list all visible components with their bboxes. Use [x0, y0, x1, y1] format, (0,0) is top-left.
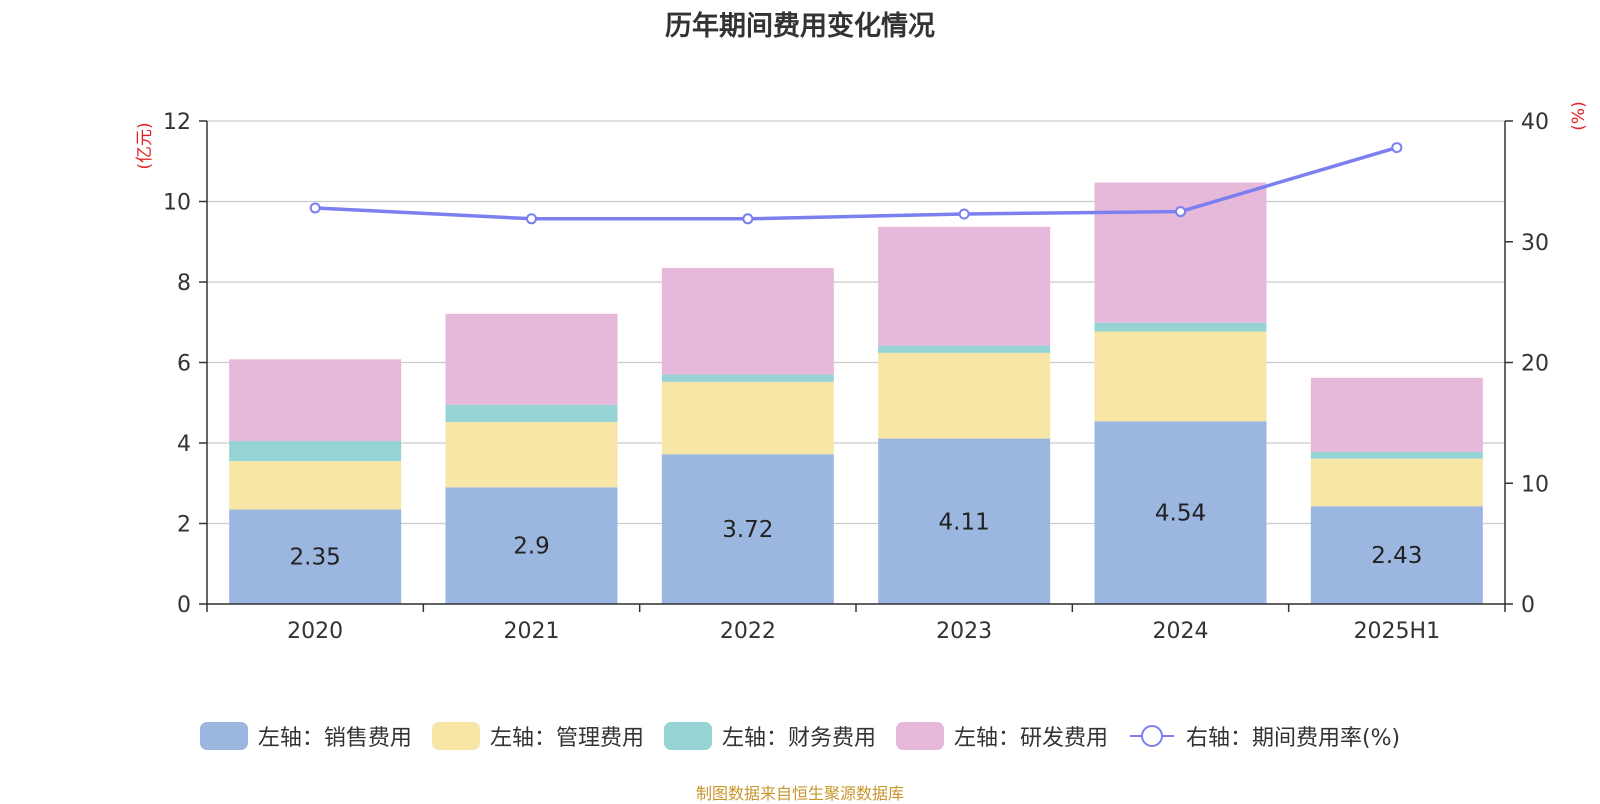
- bar-segment-2024-series3: [1094, 182, 1267, 323]
- bar-segment-2021-series1: [445, 422, 618, 488]
- bar-data-label: 4.54: [1155, 501, 1206, 527]
- rate-line: [315, 145, 1398, 221]
- bar-segment-2023-series0: [878, 438, 1051, 604]
- left-axis-tick-label: 6: [177, 352, 191, 377]
- bar-data-label: 3.72: [722, 517, 773, 543]
- legend-label: 左轴：销售费用: [257, 726, 412, 751]
- legend-item: 左轴：管理费用: [431, 720, 644, 752]
- right-axis-tick-label: 0: [1521, 593, 1535, 618]
- bar-segment-2022-series3: [661, 267, 834, 375]
- left-axis-tick-label: 2: [177, 513, 191, 538]
- right-axis-unit: (%): [1569, 101, 1589, 130]
- bar-segment-2023-series1: [878, 352, 1051, 439]
- left-axis-unit: (亿元): [135, 122, 155, 169]
- x-axis-tick-label: 2021: [504, 619, 560, 644]
- left-axis-tick-label: 4: [177, 432, 191, 457]
- bar-segment-2023-series3: [878, 226, 1051, 346]
- x-axis-tick-label: 2023: [936, 619, 992, 644]
- bar-data-label: 2.9: [513, 534, 550, 560]
- legend-label: 左轴：研发费用: [953, 726, 1108, 751]
- bar-segment-2020-series3: [229, 359, 402, 441]
- right-axis-tick-label: 20: [1521, 352, 1549, 377]
- bar-segment-2024-series0: [1094, 421, 1267, 604]
- bar-segment-2024-series2: [1094, 322, 1267, 332]
- chart-legend: 左轴：销售费用 左轴：管理费用 左轴：财务费用 左轴：研发费用 右轴：期间费用率(%): [0, 718, 1600, 754]
- bar-segment-2021-series3: [445, 313, 618, 405]
- x-axis-tick-label: 2020: [287, 619, 343, 644]
- bar-segment-2025H1-series0: [1310, 506, 1483, 604]
- bar-segment-2020-series0: [229, 509, 402, 604]
- bar-segment-2020-series2: [229, 440, 402, 462]
- legend-label: 左轴：管理费用: [489, 726, 644, 751]
- bar-data-label: 2.35: [290, 545, 341, 571]
- chart-title: 历年期间费用变化情况: [665, 11, 935, 42]
- left-axis-tick-label: 0: [177, 593, 191, 618]
- bar-segment-2021-series0: [445, 487, 618, 604]
- right-axis-tick-label: 40: [1521, 110, 1549, 135]
- left-axis-tick-label: 8: [177, 271, 191, 296]
- bar-segment-2025H1-series3: [1310, 377, 1483, 452]
- right-axis-tick-label: 30: [1521, 231, 1549, 256]
- bar-data-label: 4.11: [939, 509, 990, 535]
- legend-label: 右轴：期间费用率(%): [1185, 726, 1401, 751]
- left-axis-tick-label: 12: [163, 110, 191, 135]
- legend-item: 左轴：财务费用: [663, 720, 876, 752]
- rate-line-point: [526, 213, 537, 225]
- legend-swatch: [895, 722, 944, 750]
- rate-line-point: [742, 213, 754, 225]
- bar-segment-2021-series2: [445, 404, 618, 423]
- bar-segment-2022-series2: [661, 374, 834, 382]
- bar-segment-2024-series1: [1094, 331, 1267, 422]
- bar-data-label: 2.43: [1371, 543, 1422, 569]
- legend-item: 右轴：期间费用率(%): [1128, 720, 1400, 752]
- data-source-note: 制图数据来自恒生聚源数据库: [695, 784, 904, 803]
- right-axis-tick-label: 10: [1521, 472, 1549, 497]
- bar-segment-2025H1-series1: [1310, 458, 1483, 507]
- x-axis-tick-label: 2022: [720, 619, 776, 644]
- legend-swatch: [199, 722, 248, 750]
- bar-segment-2025H1-series2: [1310, 451, 1483, 459]
- legend-label: 左轴：财务费用: [721, 726, 876, 751]
- legend-line-marker: [1129, 725, 1174, 747]
- left-axis-tick-label: 10: [163, 191, 191, 216]
- x-axis-tick-label: 2025H1: [1354, 619, 1441, 644]
- rate-line-point: [958, 208, 970, 220]
- bar-segment-2020-series1: [229, 461, 402, 510]
- rate-line-point: [1175, 206, 1186, 218]
- legend-swatch: [663, 722, 712, 750]
- bar-segment-2022-series0: [661, 454, 834, 604]
- rate-line-point: [309, 202, 321, 214]
- legend-swatch: [431, 722, 480, 750]
- rate-line-point: [1391, 142, 1403, 154]
- legend-item: 左轴：销售费用: [199, 720, 412, 752]
- x-axis-tick-label: 2024: [1153, 619, 1209, 644]
- bar-segment-2022-series1: [661, 381, 834, 455]
- legend-item: 左轴：研发费用: [895, 720, 1108, 752]
- bar-segment-2023-series2: [878, 345, 1051, 353]
